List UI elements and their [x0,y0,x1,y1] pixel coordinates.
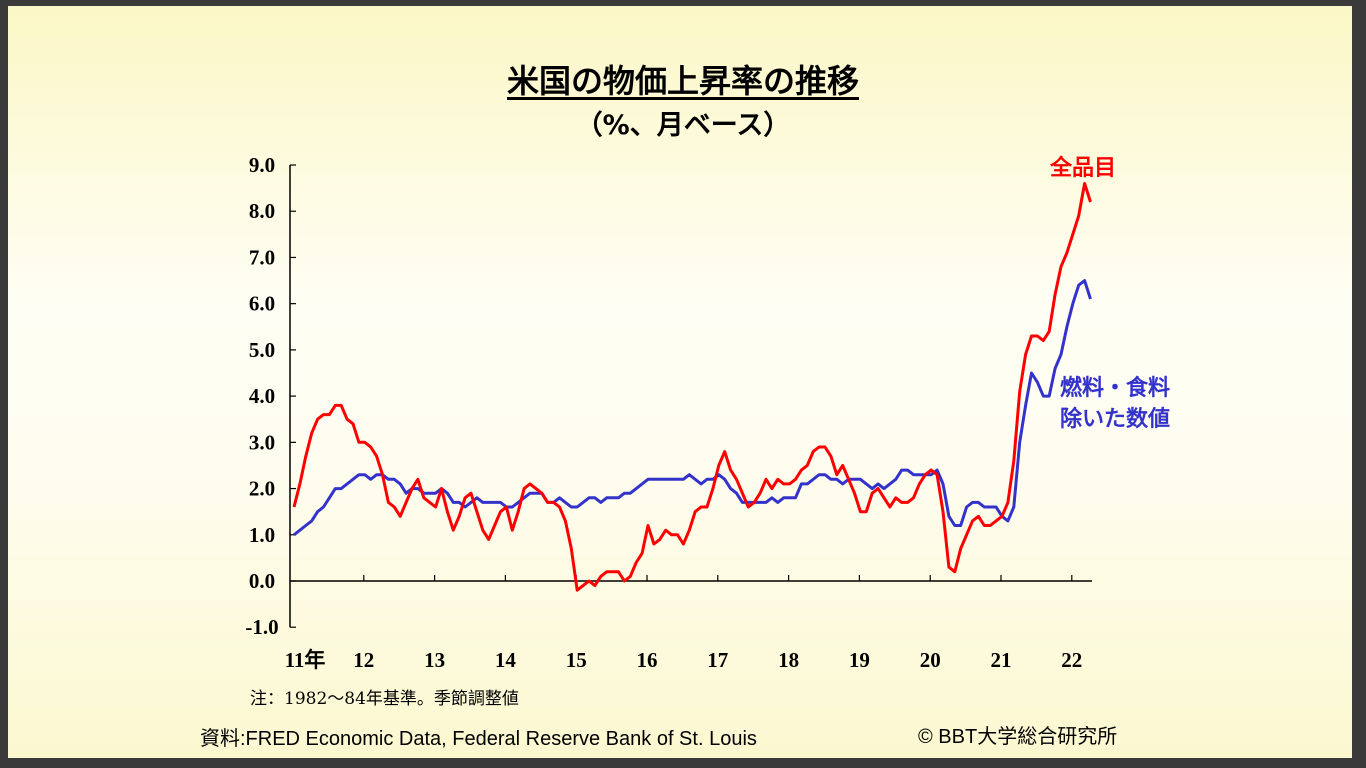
x-tick-label: 21 [991,648,1012,672]
x-tick-label: 15 [566,648,587,672]
series-line-all-items [292,182,1092,592]
source-text: 資料:FRED Economic Data, Federal Reserve B… [200,728,757,750]
x-tick-label: 12 [353,648,374,672]
slide-background [8,6,1352,758]
chart-title: 米国の物価上昇率の推移 [506,62,859,100]
y-tick-label: 2.0 [249,477,275,501]
x-tick-label: 20 [920,648,941,672]
x-tick-label: 13 [424,648,445,672]
y-tick-label: -1.0 [245,615,278,639]
y-tick-label: 1.0 [249,523,275,547]
copyright-text: © BBT大学総合研究所 [918,726,1118,748]
x-tick-label: 19 [849,648,870,672]
y-tick-label: 7.0 [249,245,275,269]
x-tick-label: 16 [637,648,658,672]
x-tick-label: 11年 [285,648,326,672]
legend-label-core-line2: 除いた数値 [1060,406,1170,432]
y-tick-label: 6.0 [249,292,275,316]
x-tick-label: 22 [1061,648,1082,672]
series-line-core [293,279,1092,536]
legend-label-core-line1: 燃料・食料 [1060,375,1170,401]
y-tick-label: 3.0 [249,430,275,454]
x-tick-label: 18 [778,648,799,672]
x-tick-label: 14 [495,648,517,672]
y-tick-label: 4.0 [249,384,275,408]
chart-note: 注：1982～84年基準。季節調整値 [250,689,519,709]
x-tick-label: 17 [707,648,728,672]
legend-label-all-items: 全品目 [1049,155,1116,181]
chart-subtitle: （%、月ベース） [575,110,791,141]
y-tick-label: 5.0 [249,338,275,362]
y-tick-label: 9.0 [249,153,275,177]
y-tick-label: 0.0 [249,569,275,593]
y-tick-label: 8.0 [249,199,275,223]
